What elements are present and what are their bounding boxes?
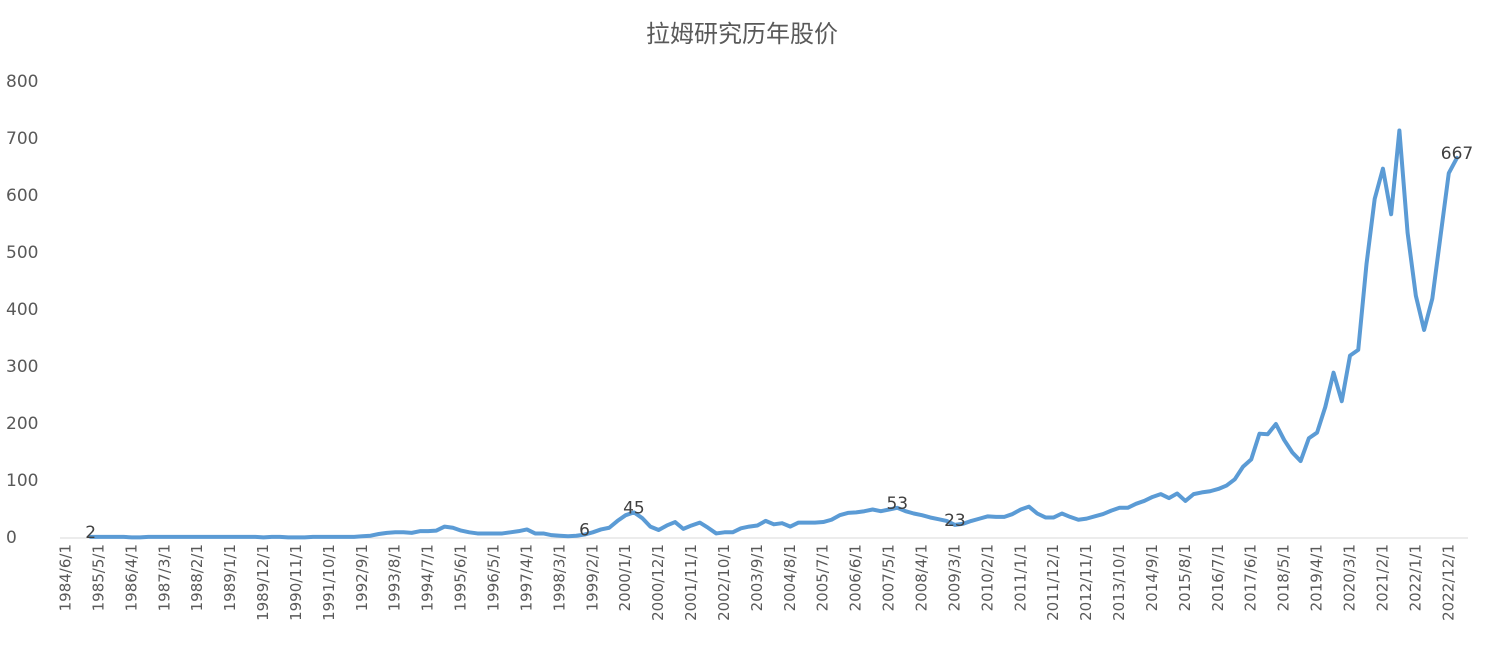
- x-tick-label: 1986/4/1: [122, 544, 140, 611]
- x-tick-label: 1991/10/1: [320, 544, 338, 621]
- x-tick-label: 2022/12/1: [1439, 544, 1457, 621]
- y-tick-label: 700: [6, 129, 38, 149]
- x-tick-label: 2022/1/1: [1406, 544, 1424, 611]
- x-tick-label: 1989/12/1: [254, 544, 272, 621]
- y-tick-label: 0: [6, 528, 17, 548]
- x-tick-label: 2007/5/1: [880, 544, 898, 611]
- data-label: 2: [85, 523, 96, 543]
- x-tick-label: 1985/5/1: [89, 544, 107, 611]
- x-tick-label: 2017/6/1: [1242, 544, 1260, 611]
- x-tick-label: 2003/9/1: [748, 544, 766, 611]
- x-tick-label: 2014/9/1: [1143, 544, 1161, 611]
- x-tick-label: 2002/10/1: [715, 544, 733, 621]
- x-tick-label: 1992/9/1: [353, 544, 371, 611]
- x-tick-label: 2000/1/1: [616, 544, 634, 611]
- y-tick-label: 600: [6, 186, 38, 206]
- y-tick-label: 500: [6, 243, 38, 263]
- y-tick-label: 100: [6, 471, 38, 491]
- x-tick-label: 2018/5/1: [1275, 544, 1293, 611]
- chart-title: 拉姆研究历年股价: [646, 20, 838, 48]
- x-tick-label: 1997/4/1: [517, 544, 535, 611]
- x-tick-label: 2001/11/1: [682, 544, 700, 621]
- x-tick-label: 2008/4/1: [913, 544, 931, 611]
- x-tick-label: 2015/8/1: [1176, 544, 1194, 611]
- data-label: 53: [886, 494, 908, 514]
- x-tick-label: 1994/7/1: [419, 544, 437, 611]
- x-tick-label: 1998/3/1: [550, 544, 568, 611]
- data-label: 6: [579, 521, 590, 541]
- x-tick-label: 2000/12/1: [649, 544, 667, 621]
- x-tick-label: 2011/12/1: [1044, 544, 1062, 621]
- x-tick-label: 1999/2/1: [583, 544, 601, 611]
- x-tick-label: 2005/7/1: [814, 544, 832, 611]
- x-tick-label: 1990/11/1: [287, 544, 305, 621]
- x-tick-label: 2013/10/1: [1110, 544, 1128, 621]
- x-tick-label: 1988/2/1: [188, 544, 206, 611]
- data-label: 23: [944, 511, 966, 531]
- x-tick-label: 2016/7/1: [1209, 544, 1227, 611]
- x-tick-label: 1984/6/1: [57, 544, 75, 611]
- y-tick-label: 200: [6, 414, 38, 434]
- x-tick-label: 2012/11/1: [1077, 544, 1095, 621]
- x-tick-label: 2004/8/1: [781, 544, 799, 611]
- data-label: 45: [623, 498, 645, 518]
- x-tick-label: 2021/2/1: [1373, 544, 1391, 611]
- y-tick-label: 800: [6, 72, 38, 92]
- x-tick-label: 1996/5/1: [485, 544, 503, 611]
- x-tick-label: 2019/4/1: [1308, 544, 1326, 611]
- y-tick-label: 300: [6, 357, 38, 377]
- y-tick-label: 400: [6, 300, 38, 320]
- x-tick-label: 1995/6/1: [452, 544, 470, 611]
- data-label: 667: [1441, 144, 1473, 164]
- x-tick-label: 2010/2/1: [978, 544, 996, 611]
- x-tick-label: 1989/1/1: [221, 544, 239, 611]
- x-tick-label: 2009/3/1: [945, 544, 963, 611]
- x-tick-label: 1987/3/1: [155, 544, 173, 611]
- x-tick-label: 2020/3/1: [1341, 544, 1359, 611]
- x-tick-label: 2006/6/1: [847, 544, 865, 611]
- series-line: [88, 128, 1459, 540]
- x-tick-label: 2011/1/1: [1011, 544, 1029, 611]
- x-tick-label: 1993/8/1: [386, 544, 404, 611]
